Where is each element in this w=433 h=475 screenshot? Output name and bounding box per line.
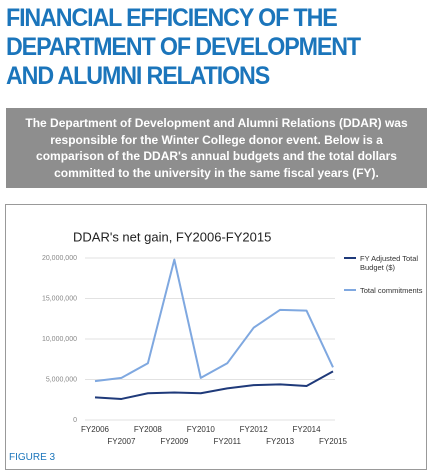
page-title: FINANCIAL EFFICIENCY OF THE DEPARTMENT O… xyxy=(6,4,361,90)
chart-title: DDAR's net gain, FY2006-FY2015 xyxy=(73,229,271,244)
y-tick-label: 0 xyxy=(73,417,77,424)
line-series xyxy=(94,258,334,383)
x-tick-label: FY2007 xyxy=(107,437,136,446)
x-tick-label: FY2015 xyxy=(319,437,348,446)
figure-frame xyxy=(5,204,427,470)
y-tick-label: 15,000,000 xyxy=(42,295,77,302)
x-tick-label: FY2013 xyxy=(266,437,295,446)
legend-label: FY Adjusted Total Budget ($) xyxy=(360,254,419,272)
intro-box: The Department of Development and Alumni… xyxy=(6,108,427,188)
x-tick-label: FY2009 xyxy=(160,437,189,446)
x-tick-label: FY2006 xyxy=(81,425,110,434)
y-tick-label: 5,000,000 xyxy=(46,376,77,383)
x-tick-label: FY2014 xyxy=(293,425,322,434)
intro-text: The Department of Development and Alumni… xyxy=(25,116,408,180)
x-tick-label: FY2010 xyxy=(187,425,216,434)
legend-label: Total commitments xyxy=(360,286,423,295)
x-tick-label: FY2008 xyxy=(134,425,163,434)
figure-label: FIGURE 3 xyxy=(9,452,56,463)
x-tick-label: FY2011 xyxy=(214,437,242,446)
y-tick-label: 20,000,000 xyxy=(42,255,77,262)
x-tick-label: FY2012 xyxy=(240,425,269,434)
line-series xyxy=(94,370,334,400)
y-tick-label: 10,000,000 xyxy=(42,336,77,343)
